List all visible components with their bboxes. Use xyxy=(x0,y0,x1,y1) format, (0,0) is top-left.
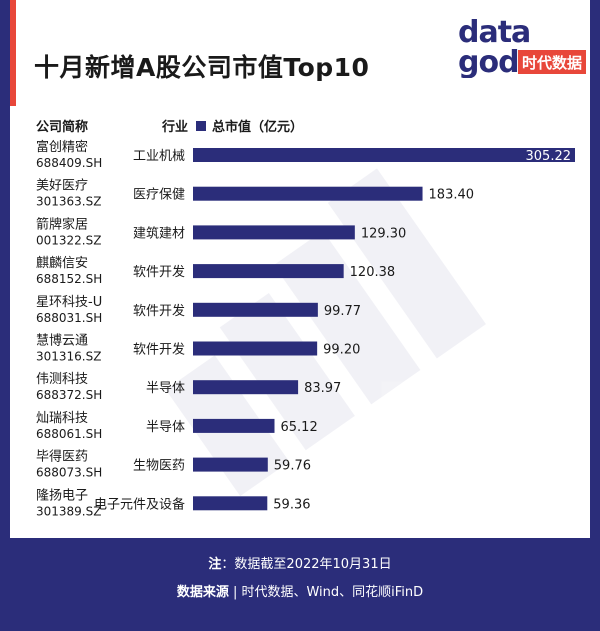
value-label: 59.36 xyxy=(273,497,310,512)
footer: 注：数据截至2022年10月31日 数据来源 | 时代数据、Wind、同花顺iF… xyxy=(10,538,590,631)
company-code: 688031.SH xyxy=(36,311,102,325)
company-name: 伟测科技 xyxy=(36,372,88,387)
value-label: 305.22 xyxy=(526,149,572,164)
company-code: 301389.SZ xyxy=(36,504,101,518)
company-code: 301363.SZ xyxy=(36,195,101,209)
company-name: 毕得医药 xyxy=(36,449,88,465)
logo-word-bottom: god xyxy=(458,45,519,78)
value-label: 120.38 xyxy=(350,265,396,280)
bar xyxy=(193,302,318,317)
value-label: 83.97 xyxy=(304,381,341,396)
industry-label: 软件开发 xyxy=(133,342,185,358)
industry-label: 工业机械 xyxy=(133,149,185,164)
company-code: 688372.SH xyxy=(36,388,102,402)
company-name: 星环科技-U xyxy=(36,295,102,310)
bar xyxy=(193,380,299,395)
company-code: 301316.SZ xyxy=(36,350,101,364)
value-label: 183.40 xyxy=(429,188,475,203)
note-label: 注 xyxy=(208,557,222,572)
accent-bar xyxy=(10,0,16,106)
company-name: 富创精密 xyxy=(36,139,88,155)
industry-label: 电子元件及设备 xyxy=(94,496,185,512)
company-code: 688152.SH xyxy=(36,272,102,286)
company-name: 灿瑞科技 xyxy=(36,411,88,426)
company-name: 慧博云通 xyxy=(36,333,88,349)
value-label: 65.12 xyxy=(281,420,318,435)
bar xyxy=(193,148,575,162)
bar xyxy=(193,186,423,201)
value-label: 59.76 xyxy=(274,459,311,474)
column-header-industry: 行业 xyxy=(162,120,189,135)
brand-logo: data god 时代数据 xyxy=(458,16,586,78)
bar xyxy=(193,264,344,279)
page-title: 十月新增A股公司市值Top10 xyxy=(34,53,370,82)
company-code: 001322.SZ xyxy=(36,233,101,247)
industry-label: 半导体 xyxy=(146,420,185,435)
footer-note: 注：数据截至2022年10月31日 xyxy=(10,553,590,572)
logo-word-top: data xyxy=(458,16,530,50)
industry-label: 建筑建材 xyxy=(133,225,185,241)
chart-legend: 总市值（亿元） xyxy=(196,116,303,135)
value-label: 99.77 xyxy=(324,304,361,319)
column-header-company: 公司简称 xyxy=(36,120,89,135)
company-name: 箭牌家居 xyxy=(36,216,88,232)
industry-label: 医疗保健 xyxy=(133,188,185,203)
value-label: 99.20 xyxy=(323,343,360,358)
bar xyxy=(193,457,268,472)
bar xyxy=(193,496,268,511)
company-name: 美好医疗 xyxy=(36,179,88,194)
bar xyxy=(193,225,355,240)
company-code: 688409.SH xyxy=(36,156,102,170)
industry-label: 软件开发 xyxy=(133,303,185,319)
bar xyxy=(193,341,318,356)
source-text: | 时代数据、Wind、同花顺iFinD xyxy=(228,585,424,600)
bar xyxy=(193,418,275,433)
logo-brand-box xyxy=(518,50,586,74)
source-label: 数据来源 xyxy=(176,585,229,600)
legend-swatch xyxy=(196,120,206,131)
logo-brand: 时代数据 xyxy=(522,54,582,72)
legend-label: 总市值（亿元） xyxy=(212,120,304,135)
footer-source: 数据来源 | 时代数据、Wind、同花顺iFinD xyxy=(10,581,590,600)
company-name: 麒麟信安 xyxy=(36,255,88,271)
company-name: 隆扬电子 xyxy=(36,488,88,503)
company-code: 688073.SH xyxy=(36,466,102,480)
note-text: ：数据截至2022年10月31日 xyxy=(221,557,392,572)
company-code: 688061.SH xyxy=(36,427,102,441)
industry-label: 半导体 xyxy=(146,381,185,396)
industry-label: 生物医药 xyxy=(133,459,185,474)
value-label: 129.30 xyxy=(361,226,407,241)
industry-label: 软件开发 xyxy=(133,264,185,280)
